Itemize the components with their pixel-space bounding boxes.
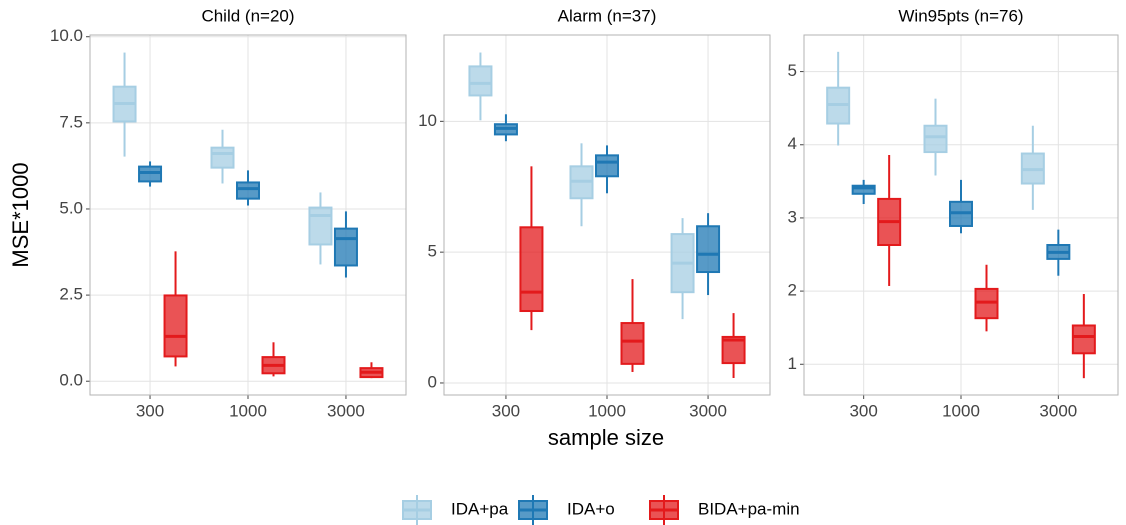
box (138, 165, 163, 183)
x-tick-label: 3000 (1039, 401, 1077, 420)
y-tick-label: 7.5 (59, 112, 83, 131)
y-tick-label: 3 (788, 207, 797, 226)
box (519, 226, 544, 313)
box (333, 227, 358, 267)
box (1071, 324, 1096, 355)
y-tick-label: 10 (418, 111, 437, 130)
box (468, 65, 493, 97)
box (163, 294, 188, 358)
panel-border (443, 34, 771, 396)
box (595, 154, 619, 178)
x-tick-label: 300 (492, 401, 520, 420)
x-axis-title: sample size (548, 425, 664, 450)
legend-label: IDA+pa (451, 499, 509, 518)
box (696, 225, 721, 274)
x-tick-label: 3000 (689, 401, 727, 420)
panel-border (803, 34, 1119, 396)
x-tick-label: 300 (136, 401, 164, 420)
y-tick-label: 5.0 (59, 198, 83, 217)
y-tick-label: 2.5 (59, 285, 83, 304)
y-tick-label: 4 (788, 134, 797, 153)
panel-border (89, 34, 407, 396)
x-tick-label: 1000 (942, 401, 980, 420)
y-tick-label: 0 (428, 372, 437, 391)
box (308, 206, 333, 246)
legend-label: IDA+o (567, 499, 615, 518)
box (210, 146, 235, 169)
y-tick-label: 1 (788, 354, 797, 373)
box (721, 335, 746, 365)
y-tick-label: 2 (788, 281, 797, 300)
y-tick-label: 10.0 (50, 26, 83, 45)
x-tick-label: 1000 (588, 401, 626, 420)
panel-title: Child (n=20) (201, 6, 294, 25)
panel-title: Alarm (n=37) (558, 6, 657, 25)
x-tick-label: 300 (849, 401, 877, 420)
x-tick-label: 1000 (229, 401, 267, 420)
box (923, 124, 948, 154)
x-tick-label: 3000 (327, 401, 365, 420)
y-tick-label: 5 (788, 61, 797, 80)
box (851, 184, 876, 195)
box (620, 322, 645, 365)
legend-label: BIDA+pa-min (698, 499, 800, 518)
y-axis-title: MSE*1000 (8, 162, 33, 267)
box (236, 181, 260, 200)
y-tick-label: 5 (428, 242, 437, 261)
panel-title: Win95pts (n=76) (898, 6, 1023, 25)
y-tick-label: 0.0 (59, 371, 83, 390)
